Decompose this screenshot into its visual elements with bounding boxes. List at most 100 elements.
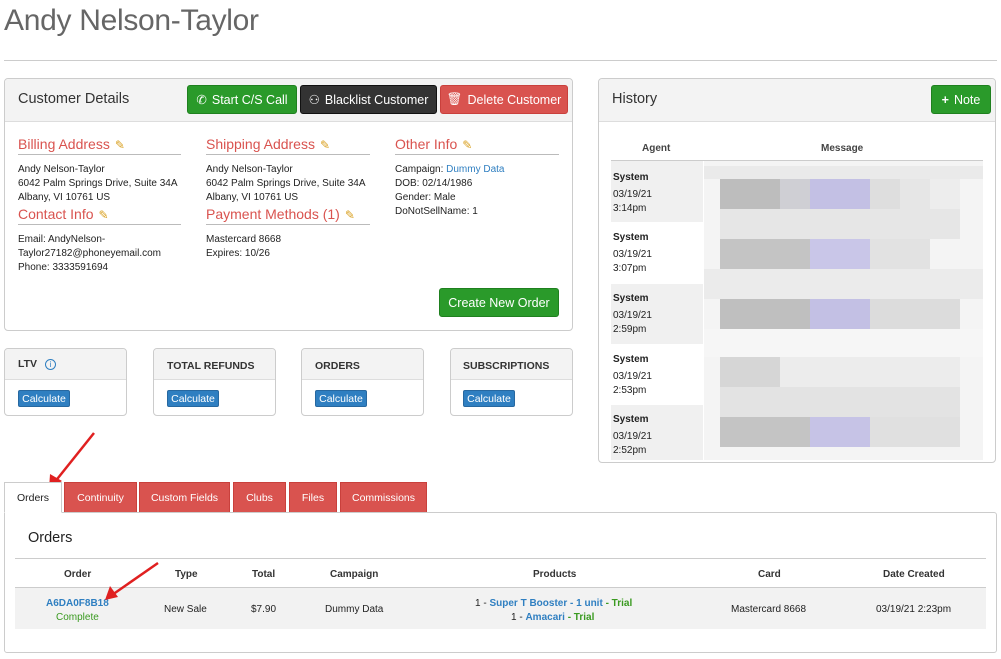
- blacklist-label: Blacklist Customer: [324, 92, 429, 107]
- start-call-label: Start C/S Call: [211, 92, 288, 107]
- product-trial-tag: - Trial: [567, 612, 595, 623]
- history-time: 2:53pm: [613, 385, 647, 396]
- blacklist-customer-button[interactable]: ⚇ Blacklist Customer: [300, 85, 437, 114]
- payment-expires: Expires: 10/26: [206, 248, 270, 259]
- orders-table-head-rule: [15, 587, 986, 588]
- user-block-icon: ⚇: [308, 93, 320, 107]
- order-card: Mastercard 8668: [731, 604, 807, 615]
- add-note-button[interactable]: + Note: [931, 85, 991, 114]
- pencil-icon[interactable]: ✎: [114, 138, 125, 152]
- tab-clubs[interactable]: Clubs: [233, 482, 286, 512]
- pencil-icon[interactable]: ✎: [319, 138, 331, 152]
- orders-panel: [4, 512, 997, 653]
- history-col-agent: Agent: [642, 143, 671, 154]
- product-trial-tag: - Trial: [605, 598, 633, 609]
- billing-address-label: Billing Address: [18, 136, 110, 152]
- history-row: System 03/19/21 3:14pm: [613, 172, 703, 216]
- history-date: 03/19/21: [613, 371, 652, 382]
- history-message-redacted: [704, 161, 983, 460]
- orders-col-card: Card: [758, 569, 781, 580]
- info-icon[interactable]: i: [44, 359, 56, 370]
- stat-box-header: [5, 349, 126, 380]
- stat-label-refunds: TOTAL REFUNDS: [167, 360, 255, 372]
- orders-title: Orders: [28, 530, 73, 546]
- history-header-rule: [611, 160, 983, 161]
- history-title: History: [612, 91, 658, 107]
- title-divider: [4, 60, 997, 61]
- order-total: $7.90: [251, 604, 277, 615]
- product-qty: 1 -: [511, 612, 523, 623]
- trash-icon: 🗑: [446, 92, 463, 106]
- annotation-arrow: [53, 432, 95, 484]
- annotation-arrowhead: [105, 586, 118, 600]
- order-id-link[interactable]: A6DA0F8B18: [46, 598, 109, 609]
- tab-commissions[interactable]: Commissions: [340, 482, 427, 512]
- start-call-button[interactable]: ✆ Start C/S Call: [187, 85, 297, 114]
- billing-address-text: Andy Nelson-Taylor 6042 Palm Springs Dri…: [18, 163, 178, 205]
- history-date: 03/19/21: [613, 189, 652, 200]
- calculate-refunds-button[interactable]: Calculate: [167, 390, 219, 407]
- email-line-2: Taylor27182@phoneyemail.com: [18, 248, 162, 259]
- history-agent: System: [613, 293, 649, 304]
- history-row-bg: [611, 161, 703, 222]
- contact-info-label: Contact Info: [18, 206, 94, 222]
- stat-box-header: [154, 349, 275, 380]
- orders-col-products: Products: [533, 569, 577, 580]
- history-time: 2:52pm: [613, 445, 647, 456]
- phone-icon: ✆: [196, 93, 207, 107]
- history-time: 2:59pm: [613, 324, 647, 335]
- phone-value: Phone: 3333591694: [18, 262, 109, 273]
- shipping-address-label: Shipping Address: [206, 136, 315, 152]
- order-date: 03/19/21 2:23pm: [876, 604, 952, 615]
- table-row: [15, 588, 986, 629]
- campaign-label: Campaign:: [395, 164, 444, 175]
- history-agent: System: [613, 414, 649, 425]
- pencil-icon[interactable]: ✎: [462, 138, 473, 152]
- ltv-label: LTV: [18, 358, 38, 370]
- campaign-link[interactable]: Dummy Data: [446, 164, 505, 175]
- shipping-address-text: Andy Nelson-Taylor 6042 Palm Springs Dri…: [206, 163, 366, 205]
- calculate-ltv-button[interactable]: Calculate: [18, 390, 70, 407]
- history-time: 3:07pm: [613, 263, 647, 274]
- annotation-arrow: [111, 561, 159, 597]
- stat-box-header: [302, 349, 423, 380]
- contact-info-text: Email: AndyNelson- Taylor27182@phoneyema…: [18, 233, 161, 275]
- history-header: [599, 79, 995, 122]
- history-agent: System: [613, 354, 649, 365]
- tab-continuity[interactable]: Continuity: [64, 482, 137, 512]
- contact-info-title: Contact Info ✎: [18, 206, 181, 225]
- orders-col-order: Order: [64, 569, 92, 580]
- history-row: System 03/19/21 3:07pm: [613, 232, 703, 276]
- tab-files[interactable]: Files: [289, 482, 337, 512]
- product-link[interactable]: Amacari: [525, 612, 565, 623]
- other-info-text: Campaign: Dummy Data DOB: 02/14/1986 Gen…: [395, 163, 505, 219]
- shipping-street: 6042 Palm Springs Drive, Suite 34A: [206, 178, 366, 189]
- pencil-icon[interactable]: ✎: [344, 208, 355, 222]
- calculate-subscriptions-button[interactable]: Calculate: [463, 390, 515, 407]
- history-date: 03/19/21: [613, 310, 652, 321]
- billing-address-title: Billing Address ✎: [18, 136, 181, 155]
- orders-table-top-rule: [15, 558, 986, 559]
- pencil-icon[interactable]: ✎: [98, 208, 109, 222]
- create-new-order-button[interactable]: Create New Order: [439, 288, 559, 317]
- payment-methods-title: Payment Methods (1) ✎: [206, 206, 370, 225]
- history-row: System 03/19/21 2:53pm: [613, 354, 703, 398]
- plus-icon: +: [941, 92, 949, 107]
- tab-custom-fields[interactable]: Custom Fields: [139, 482, 230, 512]
- note-label: Note: [953, 92, 981, 107]
- stat-label-ltv: LTV i: [18, 358, 56, 370]
- shipping-name: Andy Nelson-Taylor: [206, 164, 293, 175]
- history-agent: System: [613, 172, 649, 183]
- order-campaign: Dummy Data: [325, 604, 384, 615]
- email-line-1: Email: AndyNelson-: [18, 234, 106, 245]
- shipping-city: Albany, VI 10761 US: [206, 192, 299, 203]
- tab-orders[interactable]: Orders: [4, 482, 62, 513]
- delete-customer-button[interactable]: 🗑 Delete Customer: [440, 85, 568, 114]
- history-agent: System: [613, 232, 649, 243]
- calculate-orders-button[interactable]: Calculate: [315, 390, 367, 407]
- stat-label-subscriptions: SUBSCRIPTIONS: [463, 360, 550, 372]
- product-link[interactable]: Super T Booster - 1 unit: [489, 598, 603, 609]
- history-row: System 03/19/21 2:52pm: [613, 414, 703, 458]
- payment-methods-label: Payment Methods (1): [206, 206, 340, 222]
